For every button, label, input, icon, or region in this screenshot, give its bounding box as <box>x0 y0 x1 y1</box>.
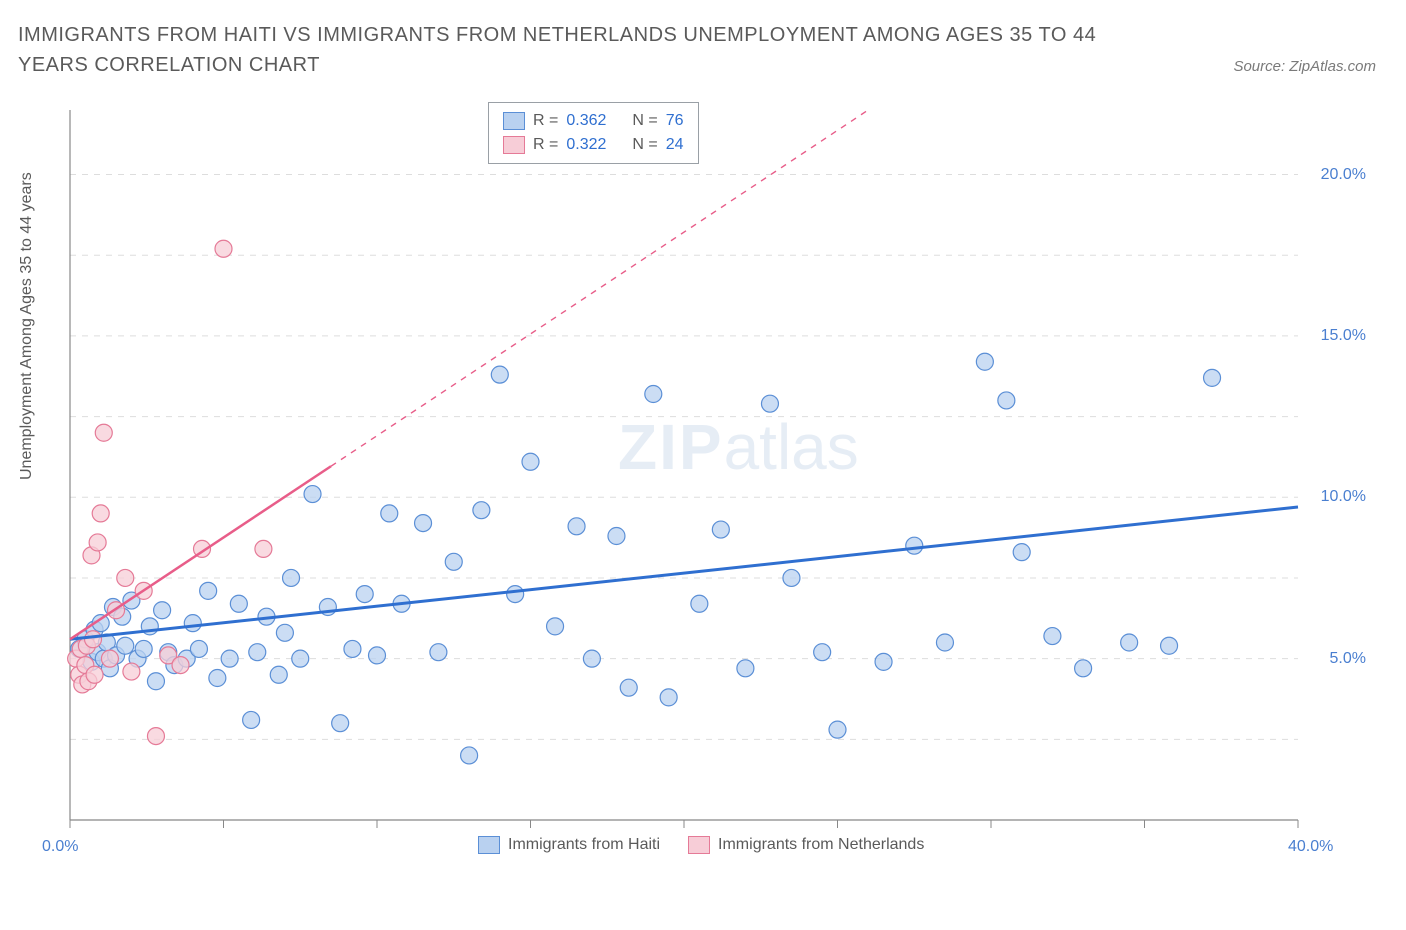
y-axis-label: Unemployment Among Ages 35 to 44 years <box>18 172 36 480</box>
legend-stats: R = 0.362 N = 76 R = 0.322 N = 24 <box>488 102 699 164</box>
legend-r-label: R = <box>533 136 558 154</box>
plot-svg <box>58 100 1378 860</box>
legend-r-value: 0.322 <box>566 136 606 154</box>
legend-r-value: 0.362 <box>566 112 606 130</box>
legend-swatch <box>503 136 525 154</box>
y-tick-label: 5.0% <box>1330 650 1366 668</box>
scatter-plot: ZIPatlas R = 0.362N = 76R = 0.322N = 24 … <box>58 100 1378 860</box>
legend-series: Immigrants from Haiti Immigrants from Net… <box>478 836 924 854</box>
legend-series-item: Immigrants from Netherlands <box>688 836 924 854</box>
x-tick-left: 0.0% <box>42 838 78 856</box>
legend-n-value: 24 <box>666 136 684 154</box>
y-tick-label: 10.0% <box>1321 488 1366 506</box>
legend-swatch <box>503 112 525 130</box>
source-attribution: Source: ZipAtlas.com <box>1233 58 1376 75</box>
x-tick-right: 40.0% <box>1288 838 1333 856</box>
legend-series-label: Immigrants from Haiti <box>508 836 660 854</box>
legend-series-label: Immigrants from Netherlands <box>718 836 924 854</box>
legend-series-item: Immigrants from Haiti <box>478 836 660 854</box>
legend-n-label: N = <box>632 112 657 130</box>
legend-stat-row: R = 0.322 N = 24 <box>503 133 684 157</box>
chart-title: IMMIGRANTS FROM HAITI VS IMMIGRANTS FROM… <box>18 20 1146 80</box>
legend-swatch <box>688 836 710 854</box>
y-tick-label: 20.0% <box>1321 166 1366 184</box>
legend-swatch <box>478 836 500 854</box>
y-tick-label: 15.0% <box>1321 327 1366 345</box>
legend-stat-row: R = 0.362 N = 76 <box>503 109 684 133</box>
legend-r-label: R = <box>533 112 558 130</box>
legend-n-label: N = <box>632 136 657 154</box>
legend-n-value: 76 <box>666 112 684 130</box>
